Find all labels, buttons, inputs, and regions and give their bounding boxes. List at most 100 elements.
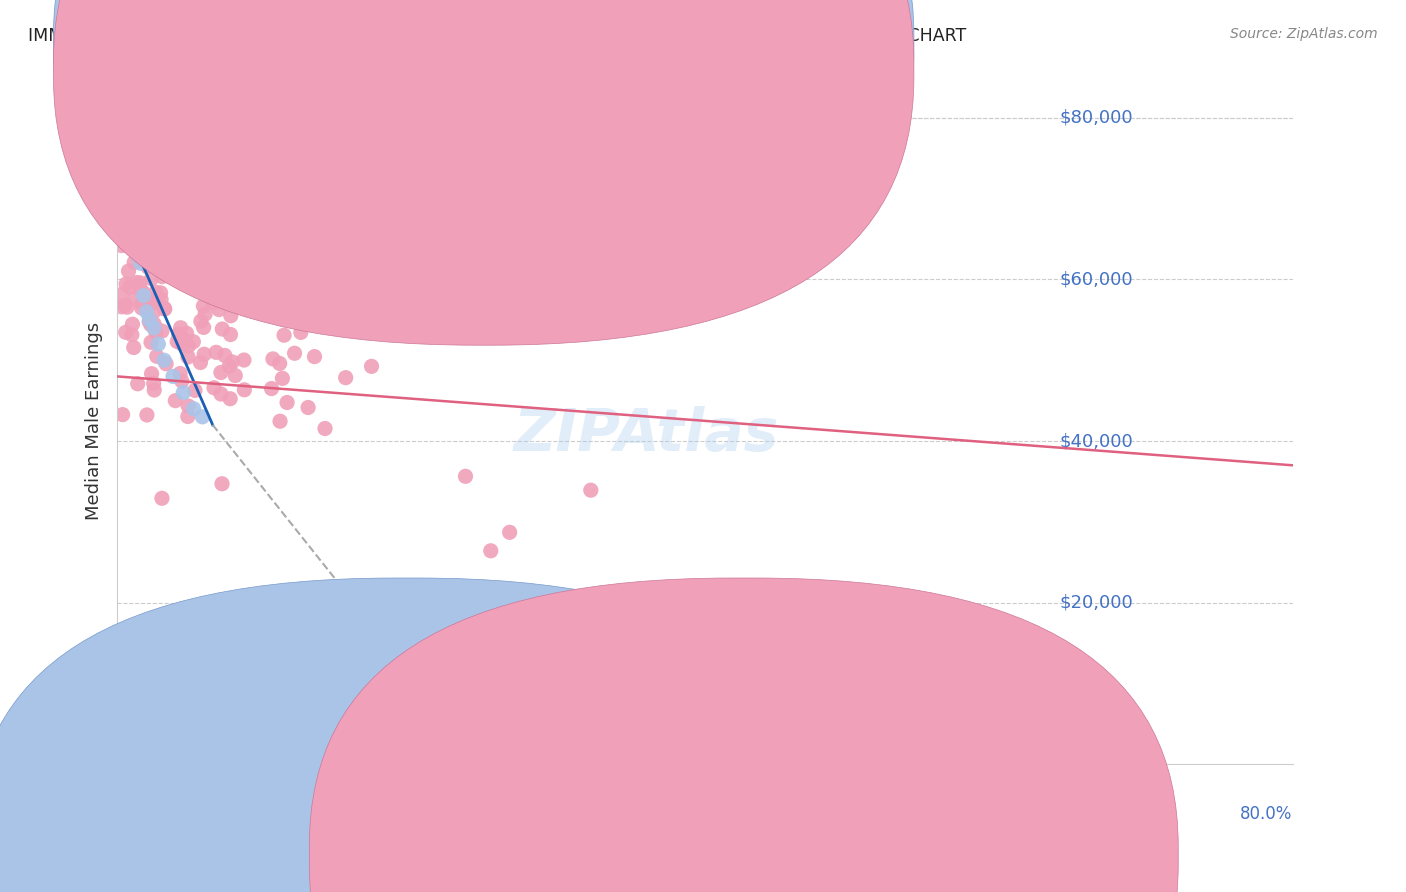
Point [128, 276, 150, 290]
Point [129, 282, 152, 296]
Point [153, 301, 176, 316]
Point [118, 280, 141, 294]
Point [141, 367, 163, 381]
Point [145, 285, 167, 300]
Text: $60,000: $60,000 [1060, 270, 1133, 288]
Point [184, 384, 207, 398]
Point [169, 367, 191, 381]
Point [186, 239, 208, 253]
Point [138, 314, 160, 328]
Point [143, 304, 166, 318]
Point [114, 298, 136, 312]
Point [138, 313, 160, 327]
Point [122, 341, 145, 355]
Point [169, 320, 191, 334]
Point [193, 299, 215, 313]
Point [166, 334, 188, 349]
Point [579, 483, 602, 498]
Point [177, 399, 200, 413]
Point [127, 376, 149, 391]
Point [314, 421, 336, 435]
Point [211, 322, 233, 336]
Text: ZIPAtlas: ZIPAtlas [513, 406, 779, 463]
Point [194, 280, 217, 294]
Point [122, 255, 145, 269]
Point [150, 491, 173, 506]
Point [172, 337, 194, 351]
Text: $80,000: $80,000 [1060, 109, 1133, 127]
Point [121, 318, 143, 332]
Point [142, 376, 165, 391]
Point [191, 409, 214, 424]
Point [146, 349, 169, 363]
Point [260, 382, 283, 396]
Point [219, 309, 242, 323]
Point [131, 301, 153, 315]
Point [150, 324, 173, 338]
Text: 122: 122 [654, 73, 689, 91]
Point [276, 395, 298, 409]
Text: 80.0%: 80.0% [1240, 805, 1292, 823]
Point [163, 256, 186, 270]
Point [297, 401, 319, 415]
Point [177, 409, 200, 424]
Point [145, 326, 167, 340]
Point [193, 347, 215, 361]
Point [110, 287, 132, 301]
Point [143, 383, 166, 397]
Point [269, 356, 291, 370]
Point [211, 476, 233, 491]
Point [149, 217, 172, 231]
Point [224, 368, 246, 383]
Point [183, 401, 205, 416]
Point [125, 276, 148, 290]
Point [205, 345, 228, 359]
Point [172, 385, 194, 400]
Point [142, 321, 165, 335]
Point [165, 393, 187, 408]
Point [262, 351, 284, 366]
Point [479, 543, 502, 558]
Point [177, 350, 200, 364]
Point [129, 256, 152, 270]
Point [284, 346, 307, 360]
Text: -0.308: -0.308 [541, 46, 600, 64]
Point [111, 408, 134, 422]
Point [155, 357, 177, 371]
Point [170, 374, 193, 388]
Point [115, 277, 138, 291]
Point [187, 245, 209, 260]
Point [135, 305, 157, 319]
Point [221, 355, 243, 369]
Point [124, 291, 146, 305]
Point [186, 282, 208, 296]
Point [155, 240, 177, 254]
Point [173, 333, 195, 347]
Point [290, 326, 312, 340]
Point [127, 248, 149, 262]
Point [145, 295, 167, 310]
Point [132, 288, 155, 302]
Y-axis label: Median Male Earnings: Median Male Earnings [86, 322, 103, 520]
Point [135, 408, 157, 422]
Point [117, 208, 139, 222]
Point [121, 327, 143, 342]
Point [110, 238, 132, 252]
Point [117, 264, 139, 278]
Point [209, 366, 232, 380]
Point [136, 260, 159, 274]
Point [190, 355, 212, 369]
Text: Source: ZipAtlas.com: Source: ZipAtlas.com [1230, 27, 1378, 41]
Point [141, 271, 163, 285]
Point [201, 295, 224, 310]
Point [149, 285, 172, 300]
Point [269, 414, 291, 428]
Point [153, 353, 176, 368]
Point [202, 381, 225, 395]
Point [498, 525, 520, 540]
Text: $40,000: $40,000 [1060, 432, 1133, 450]
Point [121, 208, 143, 222]
Point [218, 359, 240, 373]
Point [121, 232, 143, 246]
Point [176, 326, 198, 341]
